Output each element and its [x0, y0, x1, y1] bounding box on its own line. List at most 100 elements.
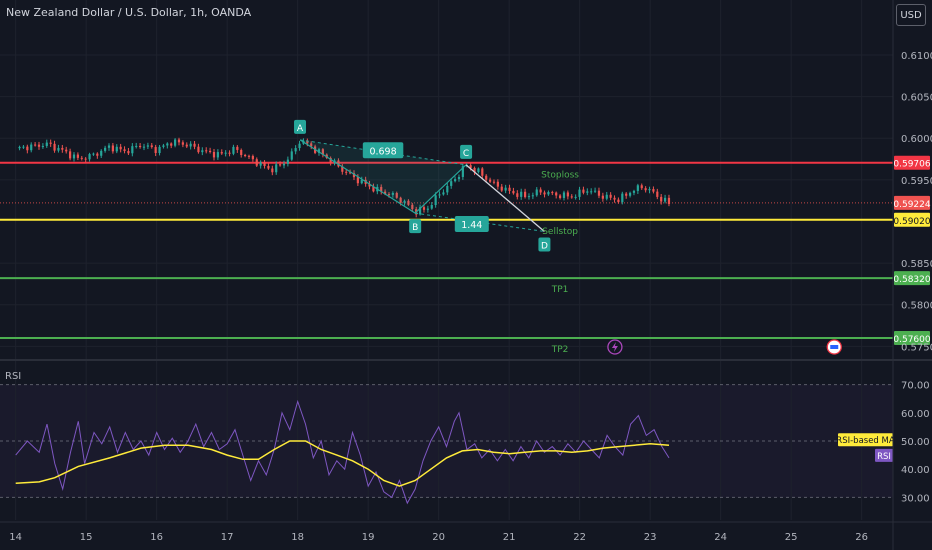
candle-body: [547, 192, 550, 195]
x-tick-label: 26: [855, 532, 868, 543]
candle-body: [621, 193, 624, 203]
candle-body: [543, 192, 546, 195]
candle-body: [150, 145, 153, 148]
candle-body: [107, 145, 111, 148]
candle-body: [76, 154, 79, 158]
y-tick-label: 0.61000: [901, 51, 932, 62]
candle-body: [84, 158, 87, 160]
candle-body: [271, 168, 274, 173]
candle-body: [205, 150, 208, 152]
candle-body: [224, 152, 227, 154]
x-tick-label: 14: [9, 532, 22, 543]
currency-button[interactable]: USD: [896, 4, 926, 26]
candlestick-series: [18, 137, 671, 218]
candle-body: [520, 191, 523, 197]
rsi-tag: [875, 448, 893, 462]
candle-body: [69, 151, 72, 159]
candle-body: [644, 188, 647, 191]
candle-body: [80, 157, 83, 159]
rsi-ma-tag-label: RSI-based MA: [836, 436, 895, 446]
candle-body: [232, 146, 235, 154]
candle-body: [166, 143, 169, 146]
price-tag-tp1: [894, 271, 930, 286]
candle-body: [574, 196, 577, 198]
candle-body: [485, 175, 488, 180]
rsi-line: [15, 399, 670, 505]
rsi-title: RSI: [5, 371, 21, 382]
candle-body: [317, 149, 321, 153]
candle-body: [403, 200, 406, 203]
rsi-ma-tag: [838, 433, 893, 447]
price-tag-label: 0.59706: [893, 160, 930, 170]
pattern-ratio-box: [454, 215, 489, 232]
x-tick-label: 24: [714, 532, 727, 543]
candle-body: [636, 185, 639, 191]
candle-body: [617, 199, 620, 203]
x-tick-label: 16: [150, 532, 163, 543]
candle-body: [298, 143, 301, 149]
pattern-ac-dashed: [299, 139, 467, 166]
rsi-panel: RSI RSI-based MA RSI: [0, 371, 895, 505]
candle-body: [142, 146, 146, 148]
rsi-y-tick-label: 60.00: [901, 409, 930, 420]
candle-body: [395, 192, 398, 198]
chart-title: New Zealand Dollar / U.S. Dollar, 1h, OA…: [6, 6, 252, 19]
candle-body: [434, 195, 437, 206]
candle-body: [613, 197, 616, 200]
candle-body: [329, 158, 332, 163]
candle-body: [558, 195, 562, 198]
candle-body: [123, 149, 126, 152]
candle-body: [640, 185, 643, 189]
x-tick-label: 17: [221, 532, 234, 543]
candle-body: [72, 154, 76, 159]
candle-body: [597, 190, 601, 196]
candle-body: [115, 146, 118, 152]
x-tick-label: 25: [785, 532, 798, 543]
candle-body: [34, 144, 37, 146]
pattern-ratio-box: [362, 142, 404, 159]
candle-body: [65, 149, 68, 152]
candle-body: [539, 189, 542, 193]
candle-body: [457, 176, 461, 180]
candle-body: [119, 146, 122, 150]
candle-body: [477, 168, 480, 173]
candle-body: [337, 160, 340, 167]
candle-body: [593, 190, 597, 192]
candle-body: [383, 191, 387, 195]
candle-body: [605, 194, 608, 199]
candle-body: [201, 150, 204, 153]
candle-body: [26, 146, 29, 151]
candle-body: [411, 204, 414, 210]
current-price-tag: [894, 195, 930, 210]
candle-body: [481, 168, 484, 176]
rsi-ma-line: [15, 440, 670, 487]
candle-body: [278, 164, 282, 166]
candle-body: [53, 143, 56, 151]
candle-body: [667, 197, 671, 204]
candle-body: [663, 197, 667, 202]
candle-body: [321, 149, 324, 155]
candle-body: [527, 196, 531, 198]
candle-body: [174, 139, 177, 146]
pattern-point-c: C: [463, 149, 469, 159]
lightning-icon: [611, 342, 618, 352]
candle-body: [170, 143, 173, 146]
candle-body: [601, 195, 604, 199]
y-tick-label: 0.60500: [901, 93, 932, 104]
y-tick-label: 0.59500: [901, 176, 932, 187]
candle-body: [185, 144, 188, 147]
candle-body: [512, 190, 515, 194]
x-tick-label: 23: [644, 532, 657, 543]
candle-body: [341, 166, 344, 172]
candle-body: [146, 145, 149, 147]
y-tick-label: 0.60000: [901, 134, 932, 145]
price-tag-stoploss: [894, 155, 930, 170]
candle-body: [508, 187, 511, 191]
candle-body: [446, 185, 449, 193]
candle-body: [360, 179, 363, 184]
abcd-pattern: A B C D 0.698 1.44 Stoploss Sellstop TP1 TP2: [294, 119, 579, 355]
candle-body: [504, 187, 507, 191]
candle-body: [282, 163, 286, 166]
rsi-y-tick-label: 30.00: [901, 493, 930, 504]
